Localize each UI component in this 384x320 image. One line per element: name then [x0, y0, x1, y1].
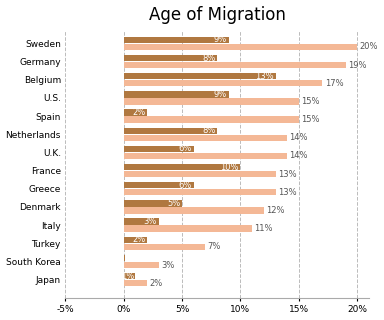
Text: 15%: 15% [301, 115, 320, 124]
Bar [124, 146, 194, 152]
Text: 3%: 3% [161, 260, 174, 269]
Text: 5%: 5% [167, 199, 180, 208]
Bar [124, 226, 252, 232]
Text: 2%: 2% [132, 235, 145, 244]
Bar [124, 189, 276, 196]
Text: 3%: 3% [144, 217, 157, 226]
Text: 19%: 19% [348, 60, 367, 70]
Bar [124, 244, 205, 250]
Bar [124, 262, 159, 268]
Text: 15%: 15% [301, 97, 320, 106]
Text: 10%: 10% [220, 163, 239, 172]
Text: 2%: 2% [149, 279, 162, 288]
Text: 1%: 1% [121, 272, 135, 281]
Bar [124, 207, 264, 214]
Bar [124, 116, 299, 123]
Bar [124, 171, 276, 177]
Bar [124, 153, 287, 159]
Bar [124, 109, 147, 116]
Bar [124, 73, 276, 79]
Bar [124, 280, 147, 286]
Text: 20%: 20% [360, 43, 378, 52]
Text: 14%: 14% [290, 133, 308, 142]
Text: 7%: 7% [208, 242, 221, 251]
Bar [124, 200, 182, 207]
Text: 13%: 13% [255, 72, 274, 81]
Bar [124, 255, 125, 261]
Text: 8%: 8% [202, 126, 215, 135]
Text: 0.1%: 0.1% [103, 253, 124, 262]
Text: 17%: 17% [324, 79, 343, 88]
Text: 13%: 13% [278, 170, 296, 179]
Text: 2%: 2% [132, 108, 145, 117]
Bar [124, 62, 346, 68]
Text: 9%: 9% [214, 35, 227, 44]
Bar [124, 37, 229, 43]
Bar [124, 44, 358, 50]
Text: 8%: 8% [202, 53, 215, 62]
Bar [124, 128, 217, 134]
Bar [124, 135, 287, 141]
Bar [124, 164, 240, 170]
Text: 11%: 11% [255, 224, 273, 233]
Bar [124, 91, 229, 98]
Bar [124, 55, 217, 61]
Bar [124, 182, 194, 188]
Text: 12%: 12% [266, 206, 285, 215]
Bar [124, 80, 322, 86]
Text: 9%: 9% [214, 90, 227, 99]
Text: 6%: 6% [179, 181, 192, 190]
Bar [124, 273, 135, 279]
Bar [124, 218, 159, 225]
Text: 14%: 14% [290, 151, 308, 160]
Bar [124, 98, 299, 105]
Bar [124, 236, 147, 243]
Text: 6%: 6% [179, 144, 192, 153]
Text: 13%: 13% [278, 188, 296, 197]
Title: Age of Migration: Age of Migration [149, 5, 286, 24]
